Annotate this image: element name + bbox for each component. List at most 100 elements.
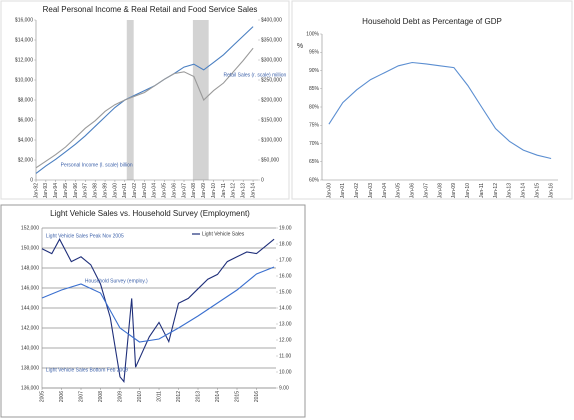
y2-tick-label: $150,000 bbox=[261, 117, 282, 123]
x-tick-label: Jan-13 bbox=[507, 183, 513, 199]
y2-tick-label: 13.00 bbox=[279, 321, 292, 327]
y-axis-label: % bbox=[297, 43, 303, 50]
x-tick-label: Jan-09 bbox=[201, 183, 207, 199]
x-tick-label: Jan-97 bbox=[83, 183, 89, 199]
annotation: Household Survey (employ.) bbox=[85, 278, 148, 284]
y2-tick-label: $300,000 bbox=[261, 57, 282, 63]
series-line bbox=[328, 61, 552, 160]
y-tick-label: 138,000 bbox=[21, 365, 39, 371]
y2-tick-label: $250,000 bbox=[261, 77, 282, 83]
x-tick-label: 2014 bbox=[215, 391, 221, 402]
x-tick-label: Jan-15 bbox=[535, 183, 541, 199]
y2-tick-label: $350,000 bbox=[261, 37, 282, 43]
y-tick-label: 100% bbox=[306, 31, 319, 37]
x-tick-label: 2016 bbox=[254, 391, 260, 402]
y-tick-label: $6,000 bbox=[18, 117, 34, 123]
legend-label: Light Vehicle Sales bbox=[202, 231, 245, 237]
y2-tick-label: $400,000 bbox=[261, 17, 282, 23]
x-tick-label: Jan-04 bbox=[152, 183, 158, 199]
x-tick-label: Jan-01 bbox=[340, 183, 346, 199]
x-tick-label: Jan-98 bbox=[93, 183, 99, 199]
y2-tick-label: 12.00 bbox=[279, 337, 292, 343]
y2-tick-label: $200,000 bbox=[261, 97, 282, 103]
x-tick-label: Jan-16 bbox=[548, 183, 554, 199]
y-tick-label: 75% bbox=[309, 123, 320, 129]
y-tick-label: 148,000 bbox=[21, 265, 39, 271]
x-tick-label: Jan-06 bbox=[171, 183, 177, 199]
x-tick-label: Jan-00 bbox=[112, 183, 118, 199]
y2-tick-label: $100,000 bbox=[261, 137, 282, 143]
recession-band bbox=[126, 20, 134, 180]
y2-tick-label: 18.00 bbox=[279, 241, 292, 247]
x-tick-label: Jan-03 bbox=[142, 183, 148, 199]
x-tick-label: Jan-94 bbox=[53, 183, 59, 199]
x-tick-label: Jan-02 bbox=[132, 183, 138, 199]
y-tick-label: $16,000 bbox=[15, 17, 33, 23]
x-tick-label: Jan-11 bbox=[479, 183, 485, 198]
y-tick-label: $12,000 bbox=[15, 57, 33, 63]
y2-tick-label: 17.00 bbox=[279, 257, 292, 263]
frame bbox=[291, 0, 573, 200]
y-tick-label: 0 bbox=[30, 177, 33, 183]
y-tick-label: 65% bbox=[309, 159, 320, 165]
series-line bbox=[35, 47, 254, 169]
x-tick-label: Jan-05 bbox=[396, 183, 402, 199]
x-tick-label: Jan-12 bbox=[231, 183, 237, 199]
chart-title: Real Personal Income & Real Retail and F… bbox=[43, 5, 258, 14]
x-tick-label: Jan-99 bbox=[102, 183, 108, 199]
x-tick-label: Jan-06 bbox=[410, 183, 416, 199]
y-tick-label: 146,000 bbox=[21, 285, 39, 291]
y-tick-label: $8,000 bbox=[18, 97, 34, 103]
y2-tick-label: 14.00 bbox=[279, 305, 292, 311]
frame bbox=[0, 204, 306, 418]
series-line bbox=[41, 238, 275, 383]
series-line bbox=[41, 266, 275, 343]
x-tick-label: Jan-08 bbox=[437, 183, 443, 199]
x-tick-label: Jan-14 bbox=[521, 183, 527, 199]
y-tick-label: 95% bbox=[309, 50, 320, 56]
y2-tick-label: 10.00 bbox=[279, 369, 292, 375]
y-tick-label: 70% bbox=[309, 141, 320, 147]
y2-tick-label: 11.00 bbox=[279, 353, 291, 359]
annotation: Personal Income (l. scale) billion bbox=[61, 162, 133, 168]
x-tick-label: 2010 bbox=[137, 391, 143, 402]
frame bbox=[0, 0, 290, 200]
y-tick-label: 150,000 bbox=[21, 245, 39, 251]
y-tick-label: 142,000 bbox=[21, 325, 39, 331]
x-tick-label: Jan-11 bbox=[221, 183, 227, 198]
y-tick-label: 144,000 bbox=[21, 305, 39, 311]
x-tick-label: 2006 bbox=[59, 391, 65, 402]
y2-tick-label: 9.00 bbox=[279, 385, 289, 391]
recession-band bbox=[192, 20, 209, 180]
chart-title: Household Debt as Percentage of GDP bbox=[362, 17, 502, 26]
y-tick-label: $10,000 bbox=[15, 77, 33, 83]
chart-title: Light Vehicle Sales vs. Household Survey… bbox=[50, 209, 250, 218]
y-tick-label: $14,000 bbox=[15, 37, 33, 43]
y-tick-label: $4,000 bbox=[18, 137, 34, 143]
x-tick-label: Jan-07 bbox=[423, 183, 429, 199]
x-tick-label: Jan-02 bbox=[354, 183, 360, 199]
x-tick-label: Jan-96 bbox=[73, 183, 79, 199]
y2-tick-label: $50,000 bbox=[261, 157, 279, 163]
y-tick-label: 152,000 bbox=[21, 225, 39, 231]
y2-tick-label: 15.00 bbox=[279, 289, 292, 295]
y-tick-label: 85% bbox=[309, 86, 320, 92]
x-tick-label: 2005 bbox=[39, 391, 45, 402]
x-tick-label: Jan-01 bbox=[122, 183, 128, 199]
x-tick-label: 2009 bbox=[117, 391, 123, 402]
x-tick-label: Jan-00 bbox=[326, 183, 332, 199]
y2-tick-label: 19.00 bbox=[279, 225, 292, 231]
x-tick-label: Jan-10 bbox=[465, 183, 471, 199]
x-tick-label: 2008 bbox=[98, 391, 104, 402]
x-tick-label: Jan-13 bbox=[241, 183, 247, 199]
x-tick-label: 2011 bbox=[156, 391, 162, 402]
y-tick-label: $2,000 bbox=[18, 157, 34, 163]
x-tick-label: Jan-07 bbox=[181, 183, 187, 199]
y-tick-label: 140,000 bbox=[21, 345, 39, 351]
x-tick-label: Jan-93 bbox=[43, 183, 49, 199]
y2-tick-label: 16.00 bbox=[279, 273, 292, 279]
x-tick-label: 2012 bbox=[176, 391, 182, 402]
x-tick-label: Jan-14 bbox=[250, 183, 256, 199]
x-tick-label: Jan-03 bbox=[368, 183, 374, 199]
annotation: Retail Sales (r. scale) million bbox=[223, 72, 286, 78]
